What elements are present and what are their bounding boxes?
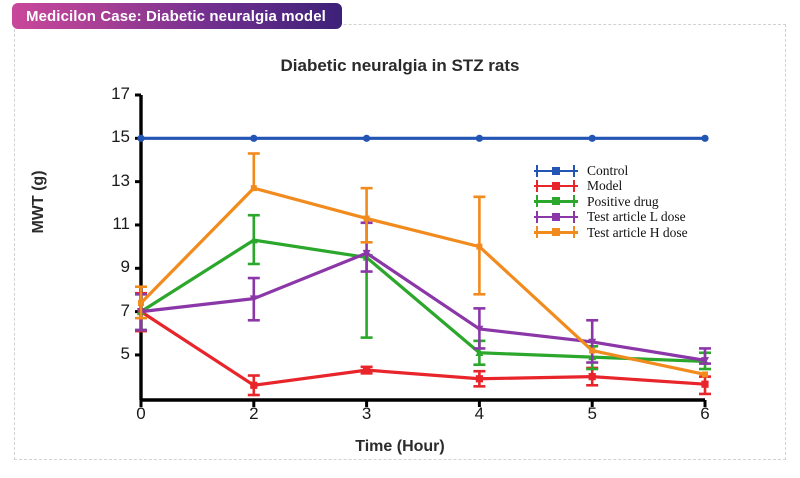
x-tick-label: 3 [361,404,372,423]
data-point [250,185,257,192]
legend-swatch-icon [534,180,578,193]
legend-swatch-icon [534,164,578,177]
legend-swatch-icon [534,195,578,208]
x-tick-label: 6 [700,404,710,423]
x-tick-label: 2 [249,404,259,423]
legend-item[interactable]: Test article L dose [534,209,688,224]
y-tick-label: 15 [111,127,130,147]
y-tick-label: 11 [112,213,130,233]
data-point [137,134,145,142]
legend-item[interactable]: Control [534,163,688,178]
data-point [475,134,483,142]
y-tick-label: 13 [111,170,130,190]
data-point [363,215,370,222]
legend-label: Control [587,163,629,178]
legend-label: Model [587,178,623,194]
y-tick-label: 17 [111,84,130,103]
y-tick-label: 5 [120,343,130,363]
legend-label: Positive drug [587,193,659,209]
data-point [702,371,708,378]
data-point [588,338,597,347]
data-point [250,134,258,142]
data-point [475,375,483,383]
case-banner-label: Medicilon Case: Diabetic neuralgia model [26,7,326,25]
x-axis-title: Time (Hour) [355,438,445,455]
y-tick-label: 9 [120,257,130,277]
legend-item[interactable]: Test article H dose [534,225,688,240]
data-point [362,249,371,258]
chart-title: Diabetic neuralgia in STZ rats [280,56,520,75]
series-line [140,238,706,364]
data-point [475,325,484,334]
data-point [249,235,258,244]
data-point [476,243,483,250]
data-point [589,347,596,354]
data-point [363,366,371,374]
y-axis-title: MWT (g) [30,170,47,234]
case-banner: Medicilon Case: Diabetic neuralgia model [12,3,342,29]
legend-item[interactable]: Positive drug [534,194,688,209]
legend-swatch-icon [534,210,578,223]
data-point [701,357,709,365]
legend-swatch-icon [534,226,578,239]
data-point [701,134,709,142]
data-point [249,295,258,303]
legend-label: Test article H dose [587,224,688,240]
data-point [588,373,596,381]
x-tick-label: 0 [136,404,146,423]
data-point [701,380,709,388]
series-control [137,134,709,142]
data-point [138,299,144,306]
series-test-article-h-dose [135,152,708,378]
series-model [135,291,711,397]
data-point [588,134,596,142]
data-point [363,134,371,142]
legend-item[interactable]: Model [534,178,688,193]
x-tick-label: 5 [587,404,597,423]
x-tick-label: 4 [474,404,485,423]
series-line [140,251,706,362]
legend-label: Test article L dose [587,209,686,225]
chart-legend: Control Model Positive drug Test article L … [534,163,688,240]
series-test-article-l-dose [135,221,711,365]
y-tick-label: 7 [120,300,130,320]
data-point [475,348,484,356]
series-line [139,186,706,377]
series-line [140,310,706,387]
data-point [250,381,258,389]
